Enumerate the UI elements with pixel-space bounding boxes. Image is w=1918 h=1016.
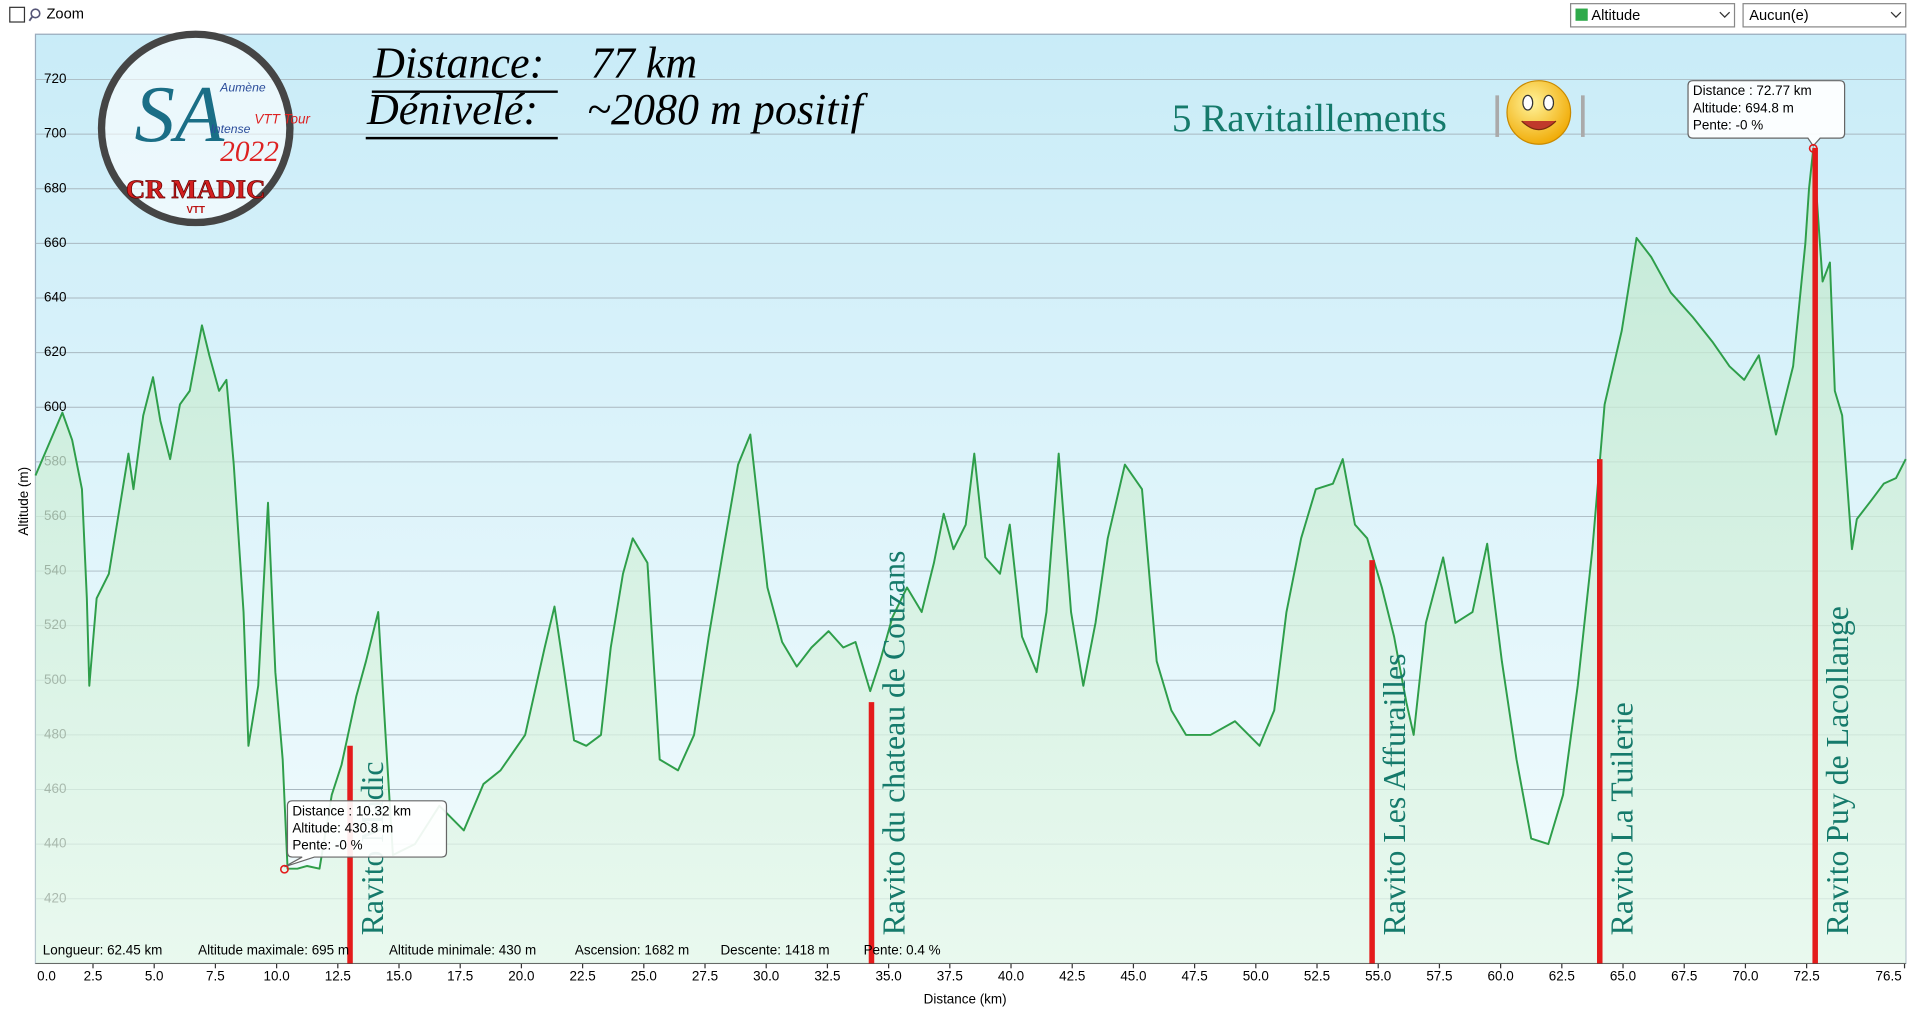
x-tick-label: 15.0 <box>386 968 412 983</box>
x-tick-label: 5.0 <box>145 968 164 983</box>
x-tick-label: 76.5 <box>1876 968 1902 983</box>
zoom-icon-handle <box>28 15 34 22</box>
zoom-label[interactable]: Zoom <box>46 7 83 23</box>
area-fill <box>35 148 1906 964</box>
ravito-label: Ravito Les Affurailles <box>1377 654 1412 936</box>
logo-letters: SA <box>135 70 225 159</box>
x-tick-label: 0.0 <box>37 968 56 983</box>
x-tick-label: 72.5 <box>1794 968 1820 983</box>
logo-year: 2022 <box>220 136 279 168</box>
x-tick-label: 52.5 <box>1304 968 1330 983</box>
tooltip-line: Pente: -0 % <box>292 838 362 853</box>
tooltip-line: Altitude: 430.8 m <box>292 820 393 835</box>
elevation-caption: Dénivelé: <box>366 85 538 134</box>
x-tick-label: 37.5 <box>937 968 963 983</box>
y-tick-label: 660 <box>44 235 66 250</box>
smiley-eye <box>1522 94 1534 111</box>
logo-text: Aumène <box>219 80 266 94</box>
x-tick-label: 70.0 <box>1732 968 1758 983</box>
x-tick-label: 12.5 <box>325 968 351 983</box>
logo-sub: VTT <box>186 205 204 216</box>
series-dropdown[interactable] <box>1569 3 1736 28</box>
x-tick-label: 40.0 <box>998 968 1024 983</box>
x-tick-label: 50.0 <box>1243 968 1269 983</box>
y-tick-label: 640 <box>44 290 66 305</box>
y-tick-label: 680 <box>44 180 66 195</box>
x-tick-label: 32.5 <box>814 968 840 983</box>
stat: Pente: 0.4 % <box>864 943 941 958</box>
x-tick-label: 60.0 <box>1488 968 1514 983</box>
smiley-eye <box>1543 94 1555 111</box>
tooltip-line: Distance : 10.32 km <box>292 803 411 818</box>
x-tick-label: 27.5 <box>692 968 718 983</box>
distance-value: 77 km <box>591 38 697 87</box>
ravito-count: 5 Ravitaillements <box>1172 97 1447 140</box>
x-tick-label: 65.0 <box>1610 968 1636 983</box>
distance-caption: Distance: <box>372 38 544 87</box>
x-tick-label: 20.0 <box>508 968 534 983</box>
dropdown-arrow <box>1890 11 1902 18</box>
x-tick-label: 67.5 <box>1671 968 1697 983</box>
x-tick-label: 22.5 <box>570 968 596 983</box>
stat: Descente: 1418 m <box>720 943 829 958</box>
zoom-icon <box>30 8 41 19</box>
x-tick-label: 55.0 <box>1365 968 1391 983</box>
stat: Ascension: 1682 m <box>575 943 689 958</box>
tooltip-line: Distance : 72.77 km <box>1693 83 1812 98</box>
x-tick-label: 25.0 <box>631 968 657 983</box>
x-tick-label: 10.0 <box>264 968 290 983</box>
series-swatch <box>1575 8 1588 21</box>
y-axis-title: Altitude (m) <box>16 467 31 536</box>
x-tick-label: 7.5 <box>206 968 225 983</box>
ravito-label: Ravito Puy de Lacollange <box>1820 606 1855 935</box>
ravito-label: Ravito La Tuilerie <box>1605 702 1640 935</box>
logo-club: CR MADIC <box>126 174 266 204</box>
x-tick-label: 17.5 <box>447 968 473 983</box>
series-dropdown-label: Altitude <box>1591 8 1640 24</box>
x-tick-label: 2.5 <box>84 968 103 983</box>
tooltip-point <box>279 864 289 874</box>
logo-text: Intense <box>210 122 250 136</box>
stat: Altitude maximale: 695 m <box>198 943 349 958</box>
tooltip-point <box>1808 143 1818 153</box>
smiley <box>1506 80 1572 145</box>
logo-text: VTT Tour <box>254 111 310 126</box>
tooltip-line: Altitude: 694.8 m <box>1693 100 1794 115</box>
x-tick-label: 42.5 <box>1059 968 1085 983</box>
y-tick-label: 620 <box>44 344 66 359</box>
y-tick-label: 600 <box>44 399 66 414</box>
x-tick-label: 62.5 <box>1549 968 1575 983</box>
stat: Longueur: 62.45 km <box>43 943 163 958</box>
x-tick-label: 45.0 <box>1120 968 1146 983</box>
stat: Altitude minimale: 430 m <box>389 943 536 958</box>
overlay-dropdown-label: Aucun(e) <box>1749 8 1808 24</box>
logo-ring <box>97 30 294 227</box>
x-tick-label: 35.0 <box>876 968 902 983</box>
x-tick-label: 30.0 <box>753 968 779 983</box>
overlay-dropdown[interactable] <box>1742 3 1907 28</box>
y-tick-label: 700 <box>44 126 66 141</box>
zoom-checkbox[interactable] <box>9 6 26 23</box>
dropdown-arrow <box>1719 11 1731 18</box>
tooltip-box <box>284 800 448 868</box>
tooltip-line: Pente: -0 % <box>1693 117 1763 132</box>
x-axis-title: Distance (km) <box>924 992 1007 1007</box>
tooltip-box <box>1687 80 1846 147</box>
elevation-value: ~2080 m positif <box>587 85 869 134</box>
x-tick-label: 47.5 <box>1182 968 1208 983</box>
y-tick-label: 720 <box>44 71 66 86</box>
smiley-mouth <box>1521 120 1557 131</box>
x-tick-label: 57.5 <box>1426 968 1452 983</box>
ravito-label: Ravito du chateau de Couzans <box>876 551 911 936</box>
